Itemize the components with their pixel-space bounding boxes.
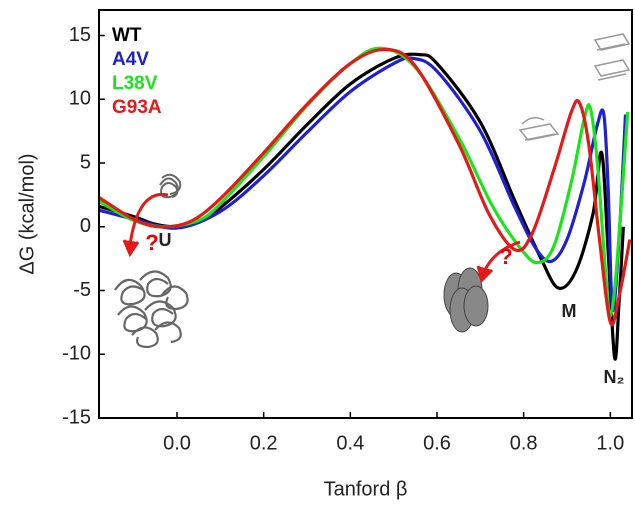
- annotation: ?: [145, 230, 158, 255]
- line: [99, 56, 628, 313]
- aggregate-icon: [114, 270, 189, 349]
- x-tick-label: 0.0: [163, 432, 191, 454]
- x-tick-label: 0.6: [423, 432, 451, 454]
- plot-area: [99, 46, 632, 361]
- y-tick-label: -5: [73, 279, 91, 301]
- annotation: U: [159, 230, 172, 250]
- legend-entry: G93A: [112, 97, 162, 118]
- plot-frame: [98, 9, 633, 419]
- annotation: ?: [499, 244, 512, 269]
- oligomer-icon: [443, 267, 489, 333]
- x-axis-label: Tanford β: [324, 478, 408, 500]
- legend-entry: A4V: [112, 49, 149, 70]
- line: [99, 52, 625, 361]
- protein-icon: [518, 33, 631, 141]
- legend-entry: L38V: [112, 73, 158, 94]
- annotation: M: [562, 301, 577, 321]
- y-axis-label: ΔG (kcal/mol): [16, 153, 38, 274]
- y-tick-label: 5: [80, 151, 91, 173]
- x-tick-label: 0.4: [336, 432, 364, 454]
- y-tick-label: 10: [69, 88, 91, 110]
- x-tick-label: 1.0: [596, 432, 624, 454]
- line: [99, 47, 632, 327]
- line: [99, 46, 630, 318]
- x-tick-label: 0.8: [510, 432, 538, 454]
- y-tick-label: 15: [69, 24, 91, 46]
- y-tick-label: -10: [62, 343, 91, 365]
- x-tick-label: 0.2: [250, 432, 278, 454]
- arrows: [122, 192, 521, 283]
- legend-entry: WT: [112, 25, 142, 46]
- y-tick-label: -15: [62, 406, 91, 428]
- annotation: N₂: [604, 367, 625, 387]
- y-tick-label: 0: [80, 215, 91, 237]
